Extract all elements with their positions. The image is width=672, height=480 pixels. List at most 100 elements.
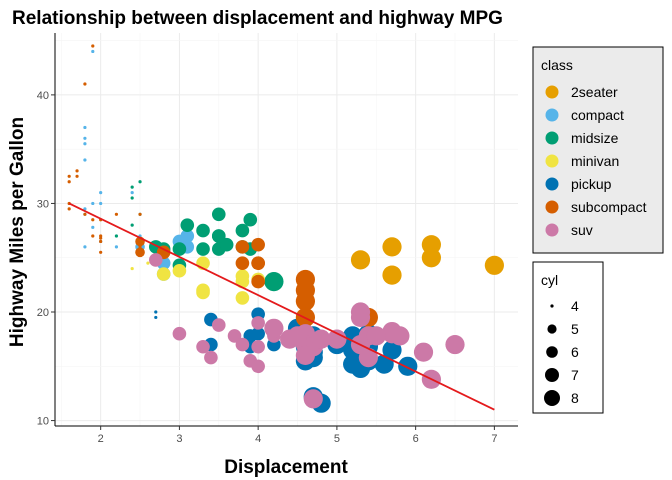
legend-cyl-box bbox=[532, 261, 604, 414]
x-tick-label: 4 bbox=[255, 433, 261, 445]
legend-cyl-key-4 bbox=[550, 304, 554, 308]
data-point-pickup bbox=[382, 340, 402, 360]
data-point-compact bbox=[91, 49, 95, 54]
data-point-subcompact bbox=[99, 239, 103, 244]
legend-cyl-label-6: 6 bbox=[571, 344, 579, 360]
legend-class-key-suv bbox=[545, 223, 559, 237]
data-point-suv bbox=[350, 302, 371, 322]
trend-line-group bbox=[68, 202, 495, 411]
legend-cyl-label-4: 4 bbox=[571, 298, 579, 314]
data-point-compact bbox=[91, 225, 95, 229]
data-point-subcompact bbox=[138, 212, 142, 216]
legend-cyl-label-5: 5 bbox=[571, 321, 579, 337]
x-tick-label: 3 bbox=[176, 433, 182, 445]
y-axis-title: Highway Miles per Gallon bbox=[7, 117, 28, 347]
data-point-subcompact bbox=[138, 245, 142, 249]
data-point-compact bbox=[130, 190, 134, 195]
data-point-compact bbox=[83, 136, 87, 140]
data-point-suv bbox=[235, 337, 250, 352]
data-point-suv bbox=[366, 326, 386, 346]
data-point-suv bbox=[327, 329, 347, 349]
data-point-midsize bbox=[130, 196, 134, 200]
data-point-minivan bbox=[130, 266, 134, 271]
data-point-subcompact bbox=[67, 207, 71, 211]
data-point-compact bbox=[99, 201, 103, 206]
data-point-minivan bbox=[196, 285, 210, 300]
data-point-midsize bbox=[235, 223, 250, 238]
legend-cyl-label-8: 8 bbox=[571, 390, 579, 406]
data-point-suv bbox=[211, 318, 226, 332]
legend-class-label-pickup: pickup bbox=[571, 176, 612, 192]
y-tick-label: 40 bbox=[37, 90, 49, 102]
data-point-subcompact bbox=[91, 44, 95, 48]
legend-cyl-label-7: 7 bbox=[571, 367, 579, 383]
legend-class-key-compact bbox=[545, 108, 559, 122]
data-point-suv bbox=[196, 339, 210, 354]
data-point-compact bbox=[83, 245, 87, 249]
legend-class-label-suv: suv bbox=[571, 222, 593, 238]
data-point-suv bbox=[172, 326, 187, 341]
legend-class-label-midsize: midsize bbox=[571, 130, 619, 146]
data-point-subcompact bbox=[75, 174, 79, 178]
data-point-subcompact bbox=[295, 291, 315, 311]
y-tick-label: 20 bbox=[37, 307, 49, 319]
data-point-midsize bbox=[172, 242, 187, 256]
x-tick-label: 6 bbox=[413, 433, 419, 445]
data-point-subcompact bbox=[235, 240, 250, 254]
data-point-subcompact bbox=[67, 174, 71, 178]
x-axis-title: Displacement bbox=[224, 457, 348, 478]
y-tick-label: 30 bbox=[37, 198, 49, 210]
legend-class-label-minivan: minivan bbox=[571, 153, 619, 169]
data-point-suv bbox=[287, 326, 308, 346]
data-point-compact bbox=[180, 229, 195, 243]
data-point-pickup bbox=[398, 356, 418, 376]
x-axis-ticks: 2 3 4 5 6 7 bbox=[98, 426, 497, 445]
data-point-subcompact bbox=[75, 169, 79, 173]
data-point-subcompact bbox=[114, 212, 119, 216]
legend-cyl-key-6 bbox=[546, 346, 558, 358]
data-point-minivan bbox=[235, 269, 250, 283]
x-tick-label: 2 bbox=[98, 433, 104, 445]
data-point-suv bbox=[227, 329, 242, 343]
data-point-compact bbox=[91, 201, 95, 206]
legend-class-label-compact: compact bbox=[571, 107, 624, 123]
data-point-suv bbox=[251, 359, 265, 374]
data-point-suv bbox=[148, 253, 163, 267]
data-point-midsize bbox=[243, 212, 258, 227]
data-point-subcompact bbox=[99, 234, 103, 238]
data-point-suv bbox=[204, 350, 218, 365]
data-point-minivan bbox=[172, 263, 187, 278]
data-point-subcompact bbox=[83, 212, 87, 216]
data-point-2seater bbox=[484, 255, 504, 275]
legend-class-key-minivan bbox=[545, 154, 559, 168]
legend-class-label-2seater: 2seater bbox=[571, 84, 618, 100]
trend-line bbox=[68, 202, 495, 411]
legend-class-label-subcompact: subcompact bbox=[571, 199, 647, 215]
legend-class-title: class bbox=[541, 57, 573, 73]
data-point-midsize bbox=[264, 272, 284, 292]
data-point-compact bbox=[99, 190, 103, 195]
legend-cyl-title: cyl bbox=[541, 272, 558, 288]
data-point-suv bbox=[264, 318, 284, 338]
data-point-suv bbox=[295, 345, 315, 366]
data-point-midsize bbox=[211, 207, 226, 222]
data-point-midsize bbox=[130, 185, 134, 189]
data-point-midsize bbox=[180, 218, 195, 232]
data-point-compact bbox=[83, 158, 87, 162]
data-point-subcompact bbox=[251, 274, 265, 289]
data-point-subcompact bbox=[91, 234, 95, 238]
legend-cyl-key-5 bbox=[547, 324, 557, 334]
legend-cyl: cyl 4 5 6 7 8 bbox=[532, 261, 604, 414]
data-point-subcompact bbox=[67, 180, 71, 184]
data-point-2seater bbox=[382, 237, 402, 257]
data-point-suv bbox=[251, 316, 265, 330]
data-point-minivan bbox=[146, 261, 150, 265]
gridlines bbox=[55, 33, 518, 426]
data-point-subcompact bbox=[251, 256, 265, 270]
data-point-pickup bbox=[251, 326, 265, 341]
data-point-subcompact bbox=[99, 250, 103, 254]
data-point-subcompact bbox=[295, 269, 315, 290]
data-point-subcompact bbox=[83, 82, 87, 86]
data-point-minivan bbox=[156, 267, 171, 281]
